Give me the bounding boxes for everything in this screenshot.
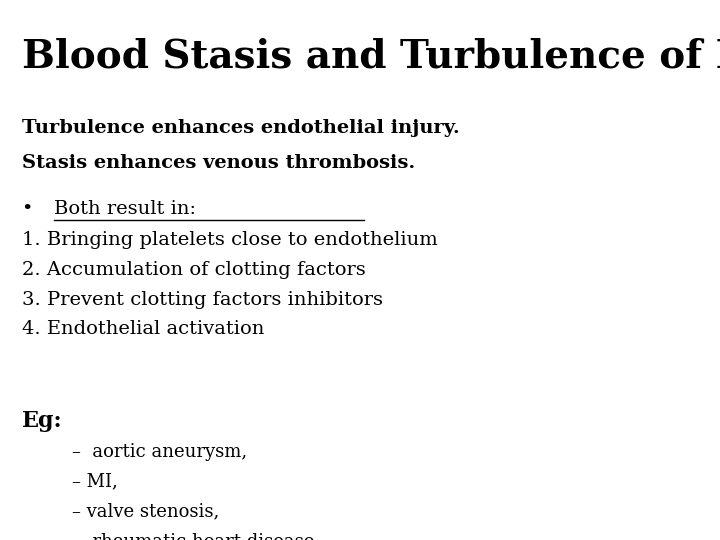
Text: Turbulence enhances endothelial injury.: Turbulence enhances endothelial injury.: [22, 119, 459, 137]
Text: – valve stenosis,: – valve stenosis,: [72, 502, 220, 520]
Text: – MI,: – MI,: [72, 472, 118, 490]
Text: –  rheumatic heart disease,: – rheumatic heart disease,: [72, 532, 320, 540]
Text: Eg:: Eg:: [22, 410, 62, 433]
Text: 4. Endothelial activation: 4. Endothelial activation: [22, 320, 264, 338]
Text: Blood Stasis and Turbulence of Flow: Blood Stasis and Turbulence of Flow: [22, 38, 720, 76]
Text: 3. Prevent clotting factors inhibitors: 3. Prevent clotting factors inhibitors: [22, 291, 382, 308]
Text: 2. Accumulation of clotting factors: 2. Accumulation of clotting factors: [22, 261, 365, 279]
Text: Stasis enhances venous thrombosis.: Stasis enhances venous thrombosis.: [22, 154, 415, 172]
Text: •: •: [22, 200, 33, 218]
Text: –  aortic aneurysm,: – aortic aneurysm,: [72, 443, 247, 461]
Text: 1. Bringing platelets close to endothelium: 1. Bringing platelets close to endotheli…: [22, 231, 437, 249]
Text: Both result in:: Both result in:: [54, 200, 196, 218]
